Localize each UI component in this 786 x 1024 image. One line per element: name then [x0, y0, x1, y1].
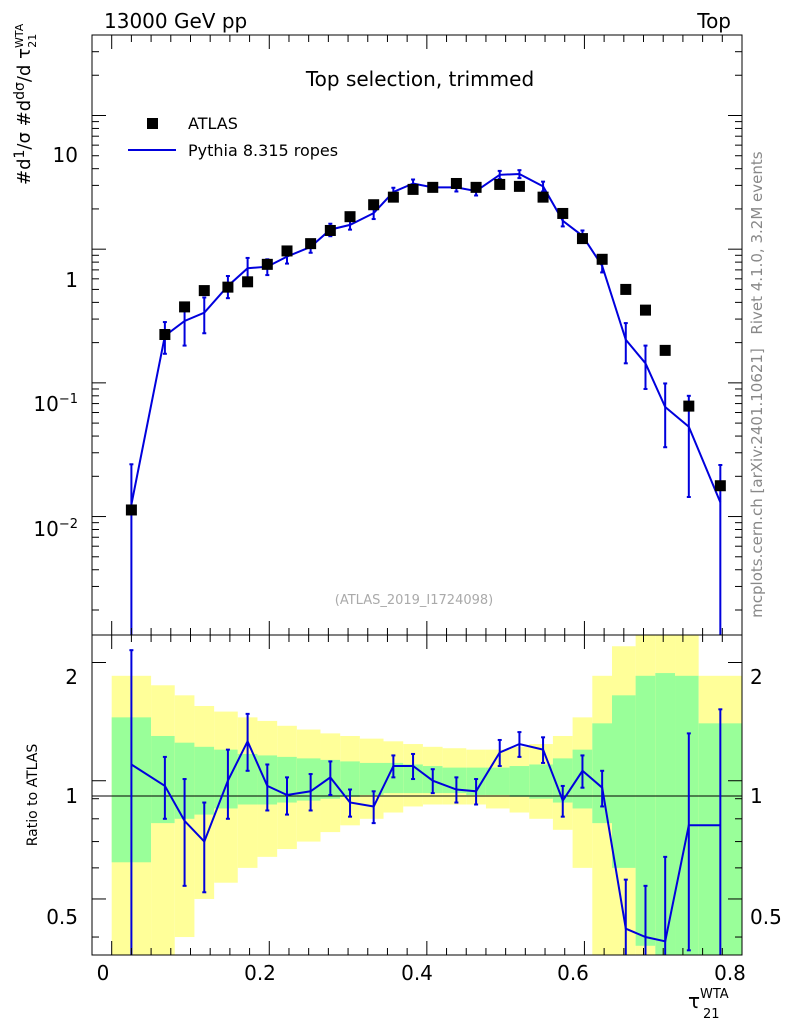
main-ylabel-part1: #d: [14, 158, 35, 185]
band-inner-bin: [340, 761, 360, 797]
ratio-ytick-label-2-right: 2: [750, 665, 763, 689]
main-mc: [129, 169, 723, 635]
data-point: [222, 281, 234, 293]
band-inner-bin: [612, 695, 636, 868]
ratio-frame: [91, 634, 743, 956]
process-label: Top: [696, 9, 731, 33]
data-point: [344, 211, 356, 223]
xlabel-sub: 21: [703, 1007, 720, 1022]
data-point: [683, 400, 695, 412]
data-point: [450, 177, 462, 189]
main-ylabel: #d1/σ #ddσ/d τWTA21: [12, 23, 39, 185]
plot-title: Top selection, trimmed: [305, 67, 534, 91]
ratio-ytick-label-0.5-right: 0.5: [750, 905, 782, 929]
legend: ATLAS Pythia 8.315 ropes: [128, 114, 338, 160]
data-point: [596, 253, 608, 265]
data-point: [387, 191, 399, 203]
tick-labels: 10 1 10−1 10−2 2 1 0.5 2 1 0.5 0 0.2 0.4…: [33, 143, 781, 985]
data-point: [557, 207, 569, 219]
data-point: [470, 181, 482, 193]
main-ytick-label-0.1-exp: −1: [59, 392, 78, 407]
data-point: [198, 285, 210, 297]
data-point: [494, 178, 506, 190]
xtick-label-0.6: 0.6: [557, 961, 589, 985]
band-inner-bin: [237, 753, 258, 805]
data-point: [179, 301, 191, 313]
data-point: [159, 329, 171, 341]
data-point: [368, 199, 380, 211]
data-point: [407, 183, 419, 195]
xlabel-tau: τ: [688, 989, 700, 1013]
data-point: [261, 258, 273, 270]
main-ylabel-text: #d1/σ #ddσ/d τWTA21: [12, 23, 39, 185]
data-point: [620, 283, 632, 295]
data-point: [125, 504, 137, 516]
main-ylabel-part3: /σ #d: [14, 100, 35, 150]
xlabel-sup: WTA: [700, 987, 729, 1002]
axis-ticks: [91, 34, 743, 955]
band-inner-bin: [214, 749, 238, 809]
xtick-label-0.4: 0.4: [401, 961, 433, 985]
main-ytick-label-0.01-exp: −2: [59, 517, 78, 532]
legend-mc-label: Pythia 8.315 ropes: [188, 141, 338, 160]
ratio-ytick-label-1-right: 1: [750, 784, 763, 808]
main-ylabel-part5: /d τ: [14, 48, 35, 82]
band-inner-bin: [194, 746, 215, 815]
legend-data-label: ATLAS: [188, 114, 238, 133]
band-inner-bin: [635, 675, 656, 946]
data-point: [305, 238, 317, 250]
data-point: [242, 276, 254, 288]
data-point: [513, 180, 525, 192]
band-inner-bin: [485, 767, 510, 795]
band-inner-bin: [675, 675, 699, 955]
main-ytick-label-0.1: 10−1: [33, 392, 78, 416]
energy-label: 13000 GeV pp: [104, 9, 247, 33]
data-point: [714, 480, 726, 492]
xlabel: τ WTA 21: [688, 987, 729, 1022]
legend-data-marker: [147, 118, 158, 129]
analysis-watermark: (ATLAS_2019_I1724098): [335, 593, 493, 608]
band-inner-bin: [151, 735, 175, 824]
ratio-ytick-label-0.5-left: 0.5: [46, 905, 78, 929]
ratio-mc-line: [130, 738, 721, 943]
data-point: [427, 181, 439, 193]
ratio-ytick-label-2-left: 2: [65, 665, 78, 689]
main-data: [125, 177, 726, 516]
data-point: [324, 224, 336, 236]
data-point: [659, 344, 671, 356]
main-ylabel-part6: WTA: [13, 23, 26, 48]
data-point: [537, 191, 549, 203]
band-inner-bin: [296, 758, 321, 801]
band-inner-bin: [509, 766, 530, 797]
xtick-label-0.2: 0.2: [244, 961, 276, 985]
main-ytick-label-0.01: 10−2: [33, 517, 78, 541]
mc-series-line: [130, 172, 722, 505]
main-ytick-label-10: 10: [53, 143, 78, 167]
band-inner-bin: [655, 673, 676, 955]
main-ylabel-part2: 1: [12, 150, 28, 159]
ratio-mc: [129, 649, 723, 955]
mcplots-label: mcplots.cern.ch [arXiv:2401.10621]: [748, 348, 766, 618]
xtick-label-0: 0: [97, 961, 110, 985]
data-point: [639, 304, 651, 316]
data-point: [281, 245, 293, 257]
band-inner-bin: [529, 764, 553, 799]
ratio-ytick-label-1-left: 1: [65, 784, 78, 808]
xtick-label-0.8: 0.8: [714, 961, 746, 985]
ratio-bands: [111, 635, 742, 955]
band-inner-bin: [359, 762, 384, 795]
ratio-ylabel: Ratio to ATLAS: [25, 744, 41, 847]
data-point: [576, 233, 588, 245]
main-ylabel-part4: dσ: [12, 82, 28, 100]
main-ylabel-part7: 21: [26, 34, 39, 48]
main-ytick-label-1: 1: [65, 268, 78, 292]
rivet-label: Rivet 4.1.0, 3.2M events: [748, 151, 766, 334]
